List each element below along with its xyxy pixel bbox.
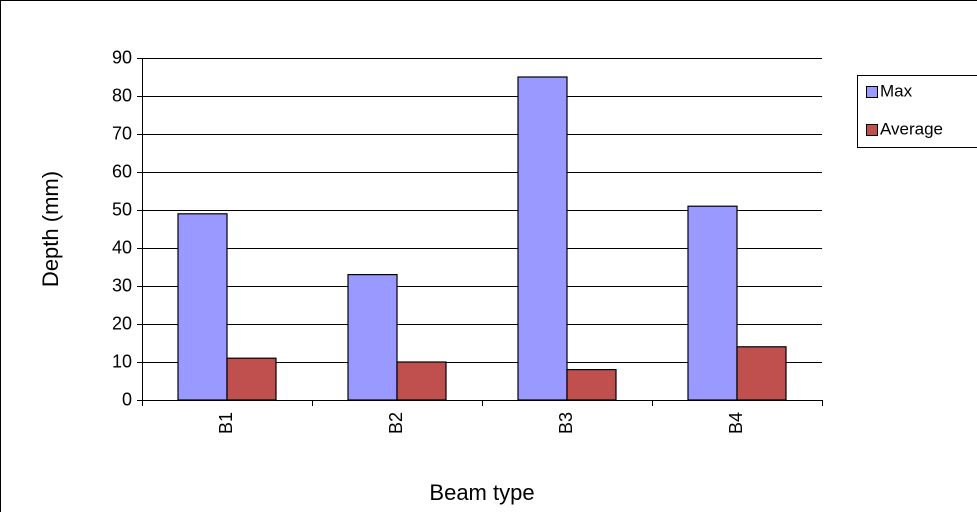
bar bbox=[517, 76, 568, 401]
bar bbox=[736, 346, 787, 401]
bar bbox=[396, 361, 447, 401]
bar bbox=[687, 205, 738, 401]
bar bbox=[566, 369, 617, 401]
legend-swatch bbox=[866, 124, 878, 136]
y-tick-label: 60 bbox=[112, 161, 132, 181]
legend-label: Max bbox=[880, 81, 913, 100]
x-tick-label: B4 bbox=[726, 412, 746, 434]
y-tick-label: 40 bbox=[112, 237, 132, 257]
x-tick-label: B3 bbox=[556, 412, 576, 434]
y-tick-label: 80 bbox=[112, 85, 132, 105]
y-tick-label: 90 bbox=[112, 47, 132, 67]
legend-label: Average bbox=[880, 119, 943, 138]
y-tick-label: 20 bbox=[112, 313, 132, 333]
x-tick-label: B1 bbox=[216, 412, 236, 434]
x-axis-title: Beam type bbox=[429, 480, 534, 505]
y-tick-label: 10 bbox=[112, 351, 132, 371]
y-tick-label: 0 bbox=[122, 389, 132, 409]
bar bbox=[226, 357, 277, 401]
bar bbox=[347, 274, 398, 401]
y-tick-label: 30 bbox=[112, 275, 132, 295]
y-axis-title: Depth (mm) bbox=[38, 171, 63, 287]
bar bbox=[177, 213, 228, 401]
x-tick-label: B2 bbox=[386, 412, 406, 434]
y-tick-label: 70 bbox=[112, 123, 132, 143]
legend-swatch bbox=[866, 86, 878, 98]
y-tick-label: 50 bbox=[112, 199, 132, 219]
